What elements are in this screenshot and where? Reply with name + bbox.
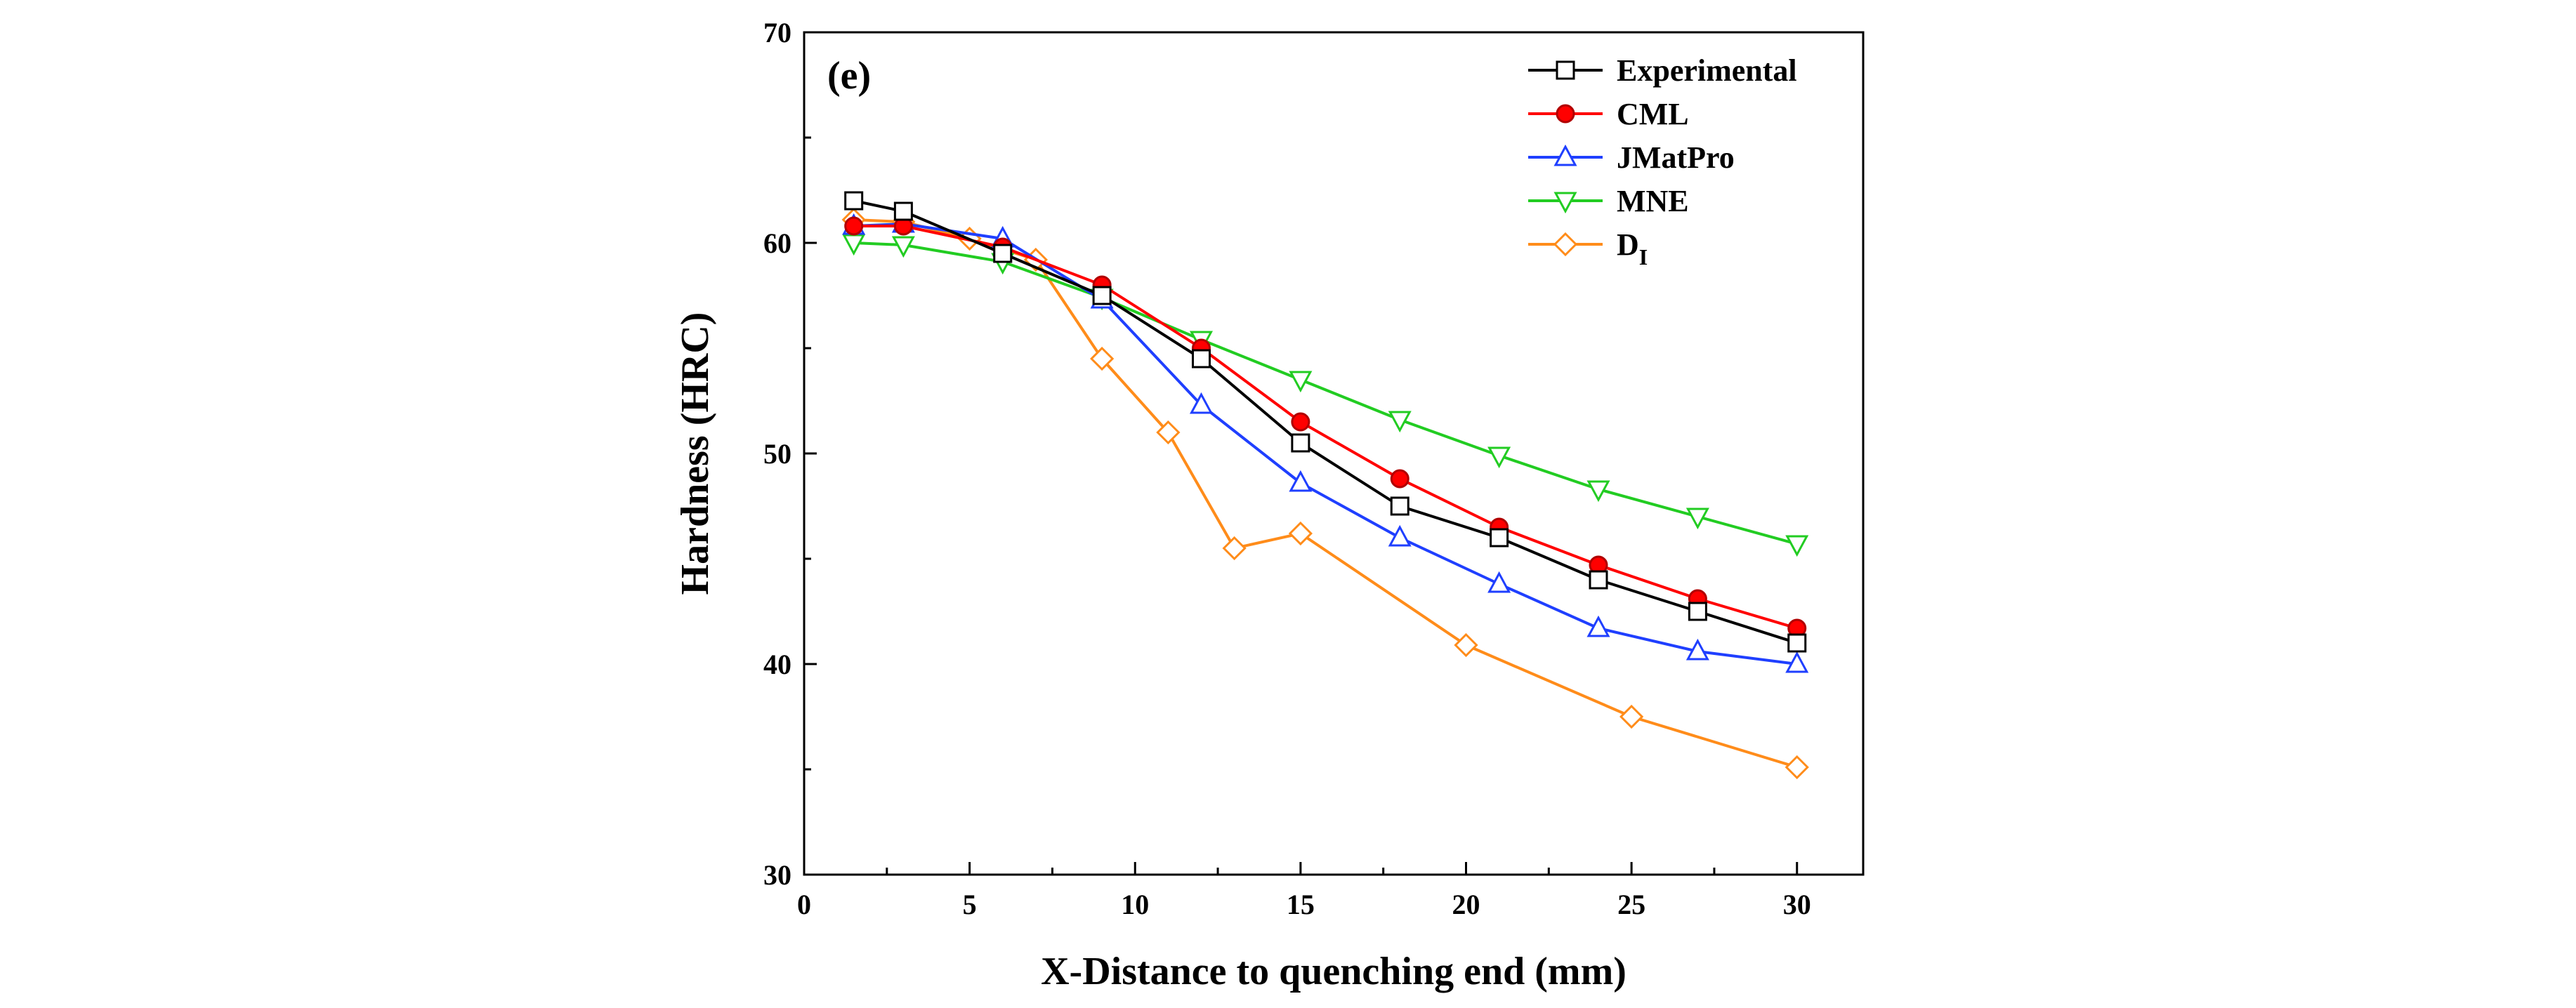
data-point-mne — [1289, 371, 1313, 393]
data-point-jmatpro — [1785, 651, 1809, 673]
data-point-jmatpro — [1189, 392, 1214, 414]
data-point-mne — [1685, 508, 1709, 530]
y-tick-label: 60 — [763, 227, 791, 259]
legend-label-text: JMatPro — [1617, 140, 1735, 175]
y-axis-title: Hardness (HRC) — [673, 312, 717, 595]
data-point-mne — [891, 236, 915, 258]
legend-marker-di — [1553, 232, 1578, 257]
y-tick-label: 40 — [763, 649, 791, 680]
data-point-cml — [844, 216, 864, 236]
legend-item-cml: CML — [1528, 97, 1689, 131]
legend-item-di: DI — [1528, 227, 1648, 270]
series-line-experimental — [853, 199, 1798, 644]
legend-label-cml: CML — [1617, 97, 1689, 131]
data-point-jmatpro — [1388, 524, 1412, 547]
y-tick-label: 30 — [763, 859, 791, 891]
data-point-cml — [1291, 412, 1310, 432]
data-point-experimental — [993, 244, 1013, 263]
data-point-mne — [1785, 535, 1809, 557]
panel-label: (e) — [827, 54, 871, 98]
legend-label-text: Experimental — [1617, 53, 1797, 88]
data-point-experimental — [1688, 602, 1707, 621]
x-tick-label: 5 — [963, 889, 977, 920]
legend-label-mne: MNE — [1617, 184, 1689, 218]
legend-label-experimental: Experimental — [1617, 53, 1797, 88]
series-line-mne — [853, 241, 1798, 545]
data-point-jmatpro — [1685, 638, 1709, 661]
legend-label-text: MNE — [1617, 184, 1689, 218]
data-point-experimental — [1490, 528, 1509, 548]
legend-marker-cml — [1556, 104, 1575, 124]
data-point-mne — [1388, 411, 1412, 433]
data-point-di — [1619, 704, 1644, 729]
data-point-experimental — [1589, 570, 1608, 590]
series-cml — [844, 216, 1807, 638]
data-point-experimental — [1291, 433, 1310, 453]
data-point-jmatpro — [1586, 615, 1610, 637]
x-tick-label: 0 — [797, 889, 811, 920]
x-axis-title: X-Distance to quenching end (mm) — [1041, 950, 1627, 993]
x-tick-label: 20 — [1452, 889, 1480, 920]
data-point-di — [1090, 346, 1115, 371]
data-point-experimental — [844, 191, 864, 211]
data-point-experimental — [1787, 633, 1807, 653]
legend-label-di: DI — [1617, 227, 1648, 270]
series-di — [841, 207, 1809, 780]
series-experimental — [844, 191, 1807, 653]
data-point-di — [1222, 536, 1247, 561]
x-tick-label: 30 — [1783, 889, 1811, 920]
x-tick-label: 15 — [1287, 889, 1315, 920]
data-point-mne — [1487, 446, 1511, 469]
legend-marker-experimental — [1556, 60, 1575, 80]
x-tick-label: 10 — [1121, 889, 1149, 920]
legend-label-text: D — [1617, 227, 1639, 262]
y-tick-label: 70 — [763, 17, 791, 48]
data-point-di — [1288, 521, 1313, 546]
legend-marker-jmatpro — [1553, 144, 1577, 166]
data-point-experimental — [893, 201, 913, 221]
legend-label-jmatpro: JMatPro — [1617, 140, 1735, 175]
data-point-experimental — [1390, 496, 1409, 516]
data-point-experimental — [1092, 286, 1112, 305]
legend-item-mne: MNE — [1528, 184, 1689, 218]
data-point-cml — [1390, 469, 1409, 489]
series-line-cml — [853, 225, 1798, 630]
data-point-di — [1454, 632, 1478, 658]
series-mne — [842, 234, 1809, 557]
data-point-mne — [1586, 480, 1610, 503]
data-point-experimental — [1192, 349, 1211, 369]
x-tick-label: 25 — [1617, 889, 1645, 920]
legend-marker-mne — [1553, 192, 1577, 214]
data-point-di — [1785, 755, 1809, 780]
y-tick-label: 50 — [763, 438, 791, 470]
data-point-jmatpro — [1487, 571, 1511, 593]
legend-label-text: CML — [1617, 97, 1689, 131]
legend-item-jmatpro: JMatPro — [1528, 140, 1735, 175]
legend-label-subscript: I — [1639, 244, 1648, 270]
data-point-di — [1156, 420, 1181, 445]
series-jmatpro — [842, 211, 1809, 673]
legend-item-experimental: Experimental — [1528, 53, 1797, 88]
data-point-jmatpro — [1289, 470, 1313, 492]
series-line-di — [853, 218, 1798, 769]
